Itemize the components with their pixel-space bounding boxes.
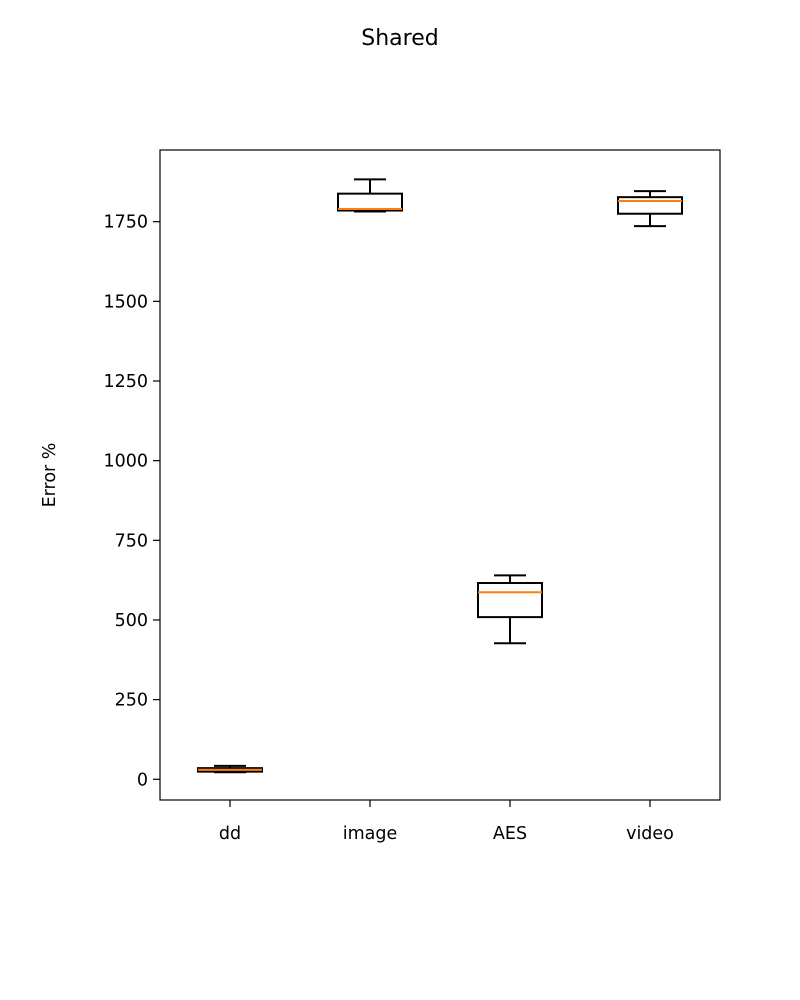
box-image <box>337 192 403 212</box>
axes-frame <box>159 149 721 801</box>
x-tick-label: AES <box>493 824 527 844</box>
chart-title: Shared <box>361 26 438 51</box>
y-tick-label: 500 <box>115 611 148 631</box>
plot-area: 0 250 500 750 1000 1250 1500 1750 dd image AES vide… <box>103 149 721 844</box>
y-axis-label: Error % <box>40 443 60 508</box>
y-tick-label: 1750 <box>103 213 148 233</box>
y-tick-label: 0 <box>137 770 148 790</box>
x-tick-label: image <box>343 824 398 844</box>
y-tick-label: 750 <box>115 531 148 551</box>
box-video <box>617 196 683 215</box>
y-tick-label: 1500 <box>103 292 148 312</box>
y-tick-label: 250 <box>115 691 148 711</box>
x-tick-label: dd <box>219 824 241 844</box>
box-AES <box>477 582 543 619</box>
y-tick-label: 1000 <box>103 452 148 472</box>
y-tick-label: 1250 <box>103 372 148 392</box>
x-tick-label: video <box>626 824 674 844</box>
